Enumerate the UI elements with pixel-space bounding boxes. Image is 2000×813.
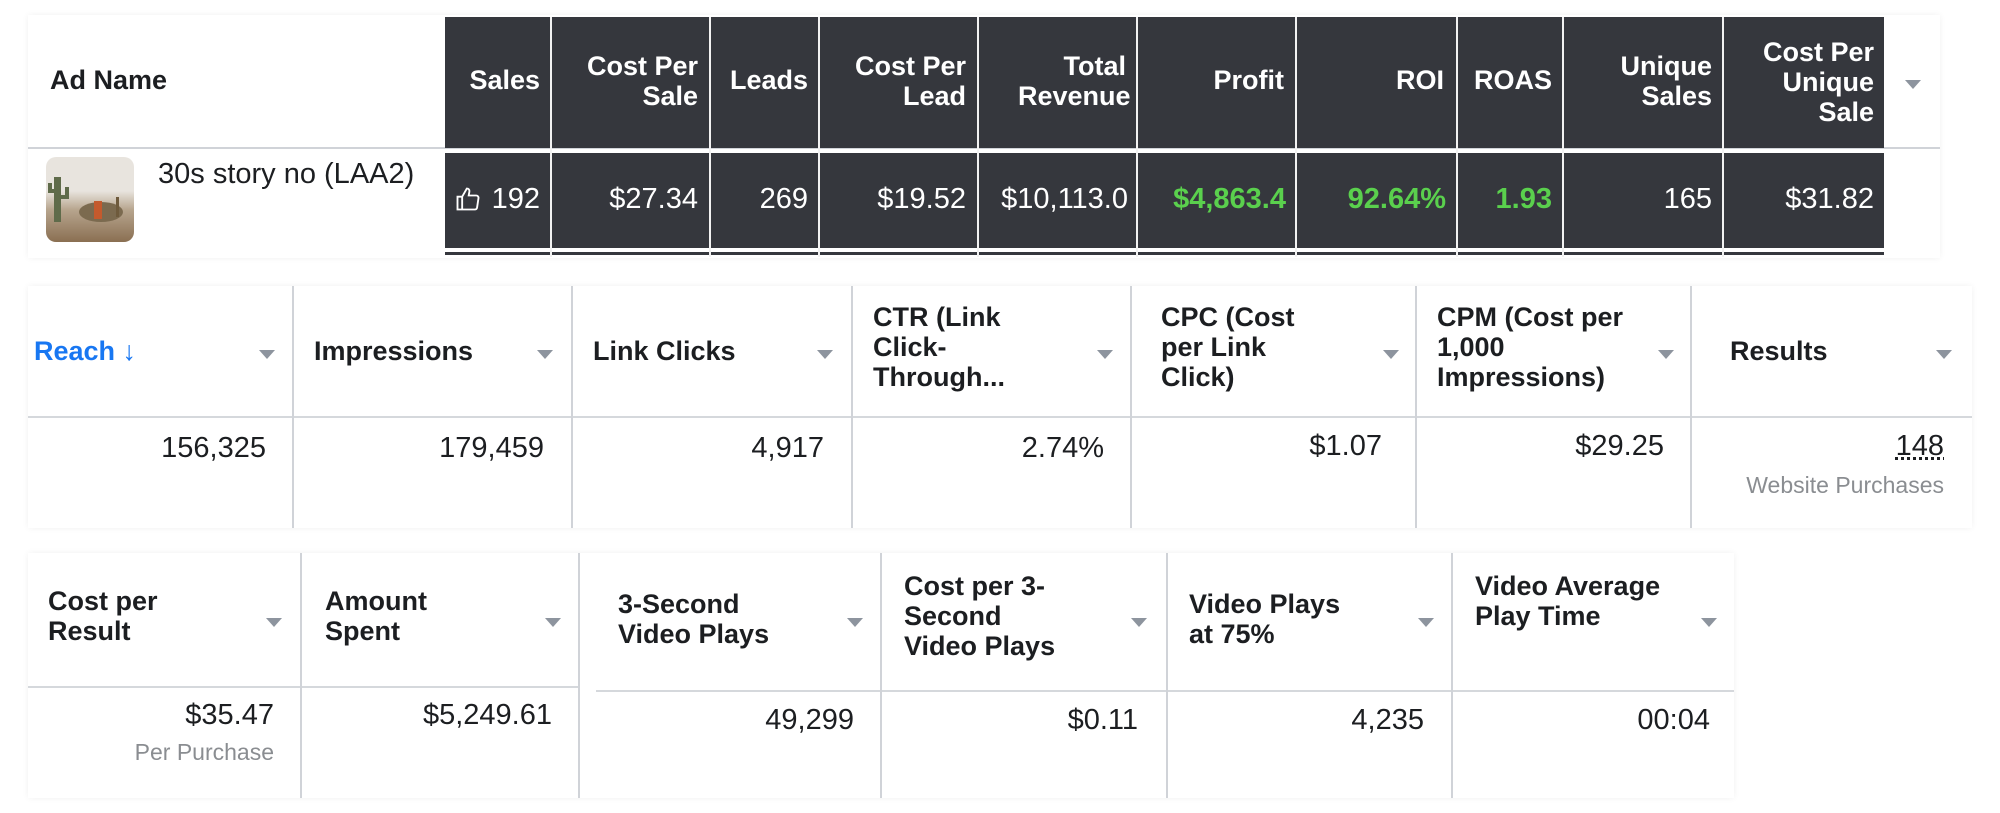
ctr-value: 2.74% [1021,432,1104,464]
ad-name-header[interactable]: Ad Name [50,65,168,95]
three-second-plays-header[interactable]: 3-Second Video Plays [618,589,770,649]
cost-per-unique-sale-value: $31.82 [1785,183,1874,215]
col-cost-per-lead-header[interactable]: Cost Per Lead [854,51,966,111]
col-total-revenue-header[interactable]: Total Revenue [1018,51,1131,111]
col-cost-per-unique-sale-header[interactable]: Cost Per Unique Sale [1762,37,1874,127]
video-average-play-time-header[interactable]: Video Average Play Time [1475,571,1661,631]
cost-per-result-chevron-icon[interactable] [266,618,282,627]
results-chevron-icon[interactable] [1936,350,1952,359]
video-average-play-time-chevron-icon[interactable] [1701,618,1717,627]
col-unique-sales-header[interactable]: Unique Sales [1620,51,1713,111]
reach-value: 156,325 [161,432,266,464]
cost-per-result-header[interactable]: Cost per Result [48,586,158,646]
link-clicks-chevron-icon[interactable] [817,350,833,359]
cost-per-sale-value: $27.34 [609,183,698,215]
amount-spent-value: $5,249.61 [422,699,552,731]
dark-header-row [445,17,1884,148]
col-leads-header[interactable]: Leads [729,65,808,95]
three-second-plays-chevron-icon[interactable] [847,618,863,627]
amount-spent-header[interactable]: Amount Spent [325,586,427,646]
cpc-value: $1.07 [1309,430,1382,462]
sales-value: 192 [491,183,540,215]
impressions-value: 179,459 [439,432,544,464]
column-menu-chevron-icon[interactable] [1905,80,1921,89]
video-average-play-time-value: 00:04 [1637,704,1710,736]
impressions-chevron-icon[interactable] [537,350,553,359]
cost-per-three-second-plays-header[interactable]: Cost per 3-Second Video Plays [904,571,1056,661]
cost-per-result-value: $35.47 [185,699,274,731]
col-profit-header[interactable]: Profit [1213,65,1285,95]
ctr-header[interactable]: CTR (Link Click-Through... [873,302,1005,392]
reach-menu-chevron-icon[interactable] [259,350,275,359]
results-subtext: Website Purchases [1746,472,1944,498]
col-roas-header[interactable]: ROAS [1473,65,1552,95]
leads-value: 269 [759,183,808,215]
cpm-header[interactable]: CPM (Cost per 1,000 Impressions) [1437,302,1624,392]
results-header[interactable]: Results [1730,336,1828,366]
col-sales-header[interactable]: Sales [469,65,540,95]
total-revenue-value: $10,113.0 [1001,183,1128,215]
profit-value: $4,863.4 [1173,183,1286,215]
video-plays-75-chevron-icon[interactable] [1418,618,1434,627]
roi-value: 92.64% [1347,183,1446,215]
col-roi-header[interactable]: ROI [1395,65,1444,95]
dark-value-row [445,153,1884,248]
ad-metrics-table: Ad Name Sales Cost Per Sale Leads Cost P… [28,15,1940,258]
cost-video-metrics-table: Cost per Result Amount Spent 3-Second Vi… [28,553,1734,798]
video-plays-75-value: 4,235 [1351,704,1424,736]
results-value[interactable]: 148 [1895,430,1944,462]
cost-per-lead-value: $19.52 [877,183,966,215]
col-cost-per-sale-header[interactable]: Cost Per Sale [586,51,698,111]
cpm-chevron-icon[interactable] [1658,350,1674,359]
reach-sort-header[interactable]: Reach ↓ [34,336,137,366]
thumbs-up-icon[interactable] [454,185,484,221]
delivery-metrics-table: Reach ↓ Impressions Link Clicks CTR (Lin… [28,286,1972,528]
cost-per-three-second-value: $0.11 [1067,704,1138,736]
three-second-plays-value: 49,299 [765,704,854,736]
link-clicks-value: 4,917 [751,432,824,464]
cpc-header[interactable]: CPC (Cost per Link Click) [1161,302,1295,392]
ctr-chevron-icon[interactable] [1097,350,1113,359]
unique-sales-value: 165 [1663,183,1712,215]
cost-per-result-subtext: Per Purchase [134,739,274,765]
roas-value: 1.93 [1495,183,1552,215]
impressions-header[interactable]: Impressions [314,336,474,366]
cost-per-three-second-chevron-icon[interactable] [1131,618,1147,627]
cpc-chevron-icon[interactable] [1383,350,1399,359]
video-plays-75-header[interactable]: Video Plays at 75% [1189,589,1341,649]
ad-name-link[interactable]: 30s story no (LAA2) [158,158,415,190]
amount-spent-chevron-icon[interactable] [545,618,561,627]
desert-thumbnail-icon[interactable] [46,157,134,242]
link-clicks-header[interactable]: Link Clicks [593,336,736,366]
cpm-value: $29.25 [1575,430,1664,462]
